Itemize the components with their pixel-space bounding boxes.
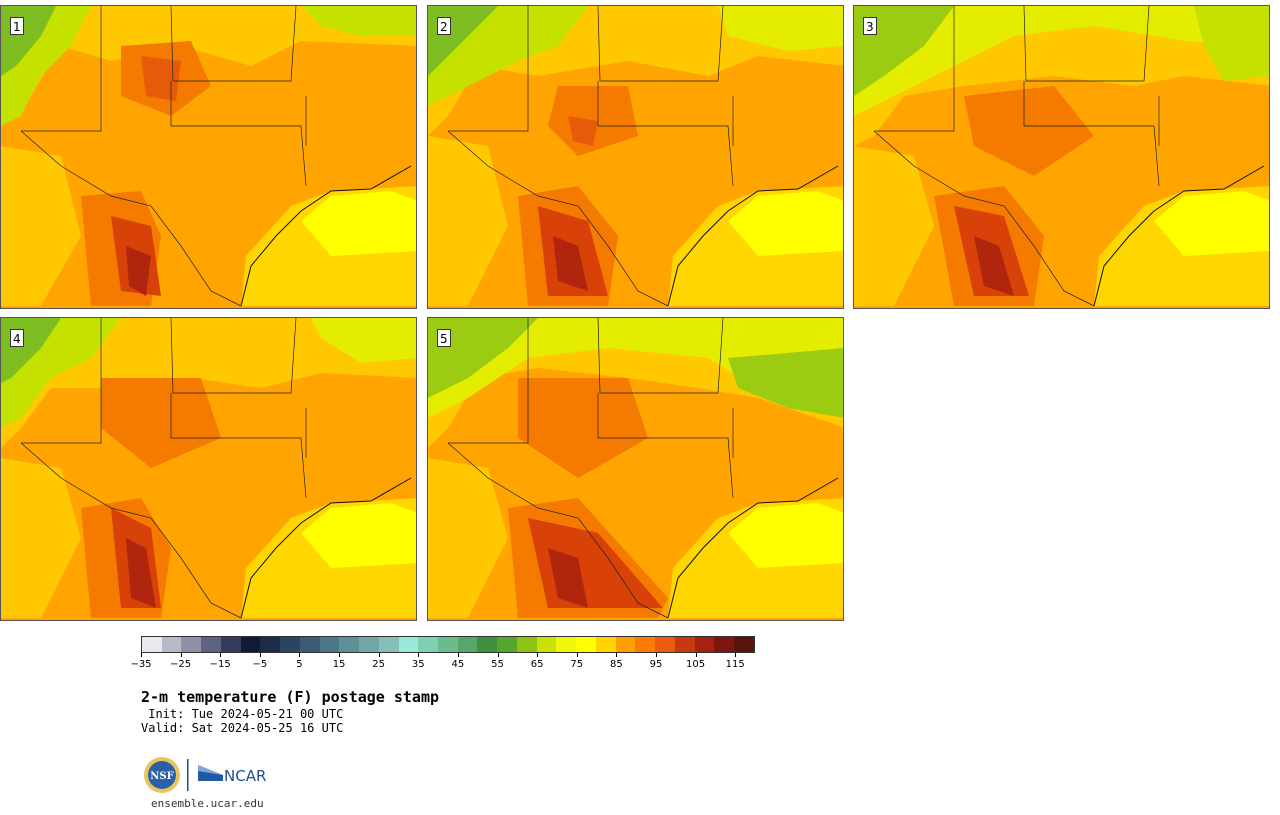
colorbar-swatch [339,637,360,652]
colorbar-swatch [694,637,715,652]
colorbar-tick-label: 65 [530,659,544,670]
colorbar-tick [655,653,657,657]
colorbar-tick [616,653,618,657]
colorbar-tick [378,653,380,657]
temperature-map-3 [854,6,1269,308]
member-label: 3 [863,17,877,35]
colorbar-swatch [674,637,695,652]
colorbar-swatch [477,637,498,652]
colorbar-tick [457,653,459,657]
member-label: 2 [437,17,451,35]
member-panel-2: 2 [427,5,844,309]
svg-text:NSF: NSF [150,771,173,782]
colorbar-tick-label: −25 [170,659,192,670]
colorbar-swatch [635,637,656,652]
colorbar-swatch [142,637,162,652]
temperature-map-1 [1,6,416,308]
colorbar-tick [180,653,182,657]
colorbar-swatch [319,637,340,652]
colorbar-swatch [260,637,281,652]
colorbar-swatch [595,637,616,652]
colorbar-tick [339,653,341,657]
colorbar-swatch [161,637,182,652]
website-url: ensemble.ucar.edu [151,797,264,810]
colorbar-tick-label: 75 [570,659,584,670]
colorbar-tick-label: −5 [252,659,268,670]
colorbar-tick-label: 35 [411,659,425,670]
colorbar-tick [695,653,697,657]
colorbar-swatch [378,637,399,652]
colorbar-tick [299,653,301,657]
colorbar-swatch [714,637,735,652]
member-panel-1: 1 [0,5,417,309]
colorbar-tick-label: 45 [451,659,465,670]
colorbar-tick [220,653,222,657]
colorbar-tick-label: 55 [491,659,504,670]
colorbar-swatch [398,637,419,652]
colorbar-swatch [299,637,320,652]
valid-time: Valid: Sat 2024-05-25 16 UTC [141,721,344,735]
colorbar-swatch [359,637,379,652]
colorbar-swatch [240,637,261,652]
member-label: 5 [437,329,451,347]
colorbar-swatch [418,637,439,652]
colorbar [141,636,755,653]
colorbar-swatch [615,637,636,652]
map-title: 2-m temperature (F) postage stamp [141,688,440,706]
colorbar-swatch [201,637,221,652]
colorbar-tick [576,653,578,657]
colorbar-tick [497,653,499,657]
colorbar-swatch [497,637,517,652]
colorbar-tick-label: 105 [686,659,706,670]
temperature-map-2 [428,6,843,308]
colorbar-swatch [536,637,557,652]
colorbar-swatch [220,637,241,652]
colorbar-tick-label: 15 [332,659,346,670]
colorbar-swatch [734,637,754,652]
colorbar-tick [141,653,142,657]
colorbar-swatch [457,637,478,652]
colorbar-tick [259,653,261,657]
svg-text:NCAR: NCAR [224,767,266,785]
member-panel-5: 5 [427,317,844,621]
member-panel-3: 3 [853,5,1270,309]
nsf-ncar-logos: NSF NCAR [144,757,266,793]
colorbar-swatch [576,637,596,652]
colorbar-swatch [181,637,202,652]
nsf-logo: NSF [144,757,180,793]
colorbar-tick-label: 5 [296,659,303,670]
ncar-logo: NCAR [198,765,266,785]
colorbar-tick [735,653,737,657]
colorbar-swatch [516,637,537,652]
colorbar-swatch [280,637,300,652]
colorbar-tick-label: 25 [372,659,386,670]
member-panel-4: 4 [0,317,417,621]
colorbar-tick-label: 115 [725,659,745,670]
colorbar-swatch [655,637,675,652]
colorbar-tick [418,653,420,657]
colorbar-swatch [556,637,577,652]
colorbar-tick [537,653,539,657]
temperature-map-5 [428,318,843,620]
member-label: 1 [10,17,24,35]
colorbar-ticks: −35 −25 −15 −5 5 15 25 35 45 55 65 75 85 95 105 115 [130,653,755,675]
colorbar-tick-label: 95 [649,659,663,670]
member-label: 4 [10,329,24,347]
colorbar-swatch [438,637,458,652]
colorbar-tick-label: −35 [130,659,152,670]
colorbar-tick-label: −15 [209,659,231,670]
init-time: Init: Tue 2024-05-21 00 UTC [141,707,344,721]
temperature-map-4 [1,318,416,620]
colorbar-tick-label: 85 [609,659,623,670]
